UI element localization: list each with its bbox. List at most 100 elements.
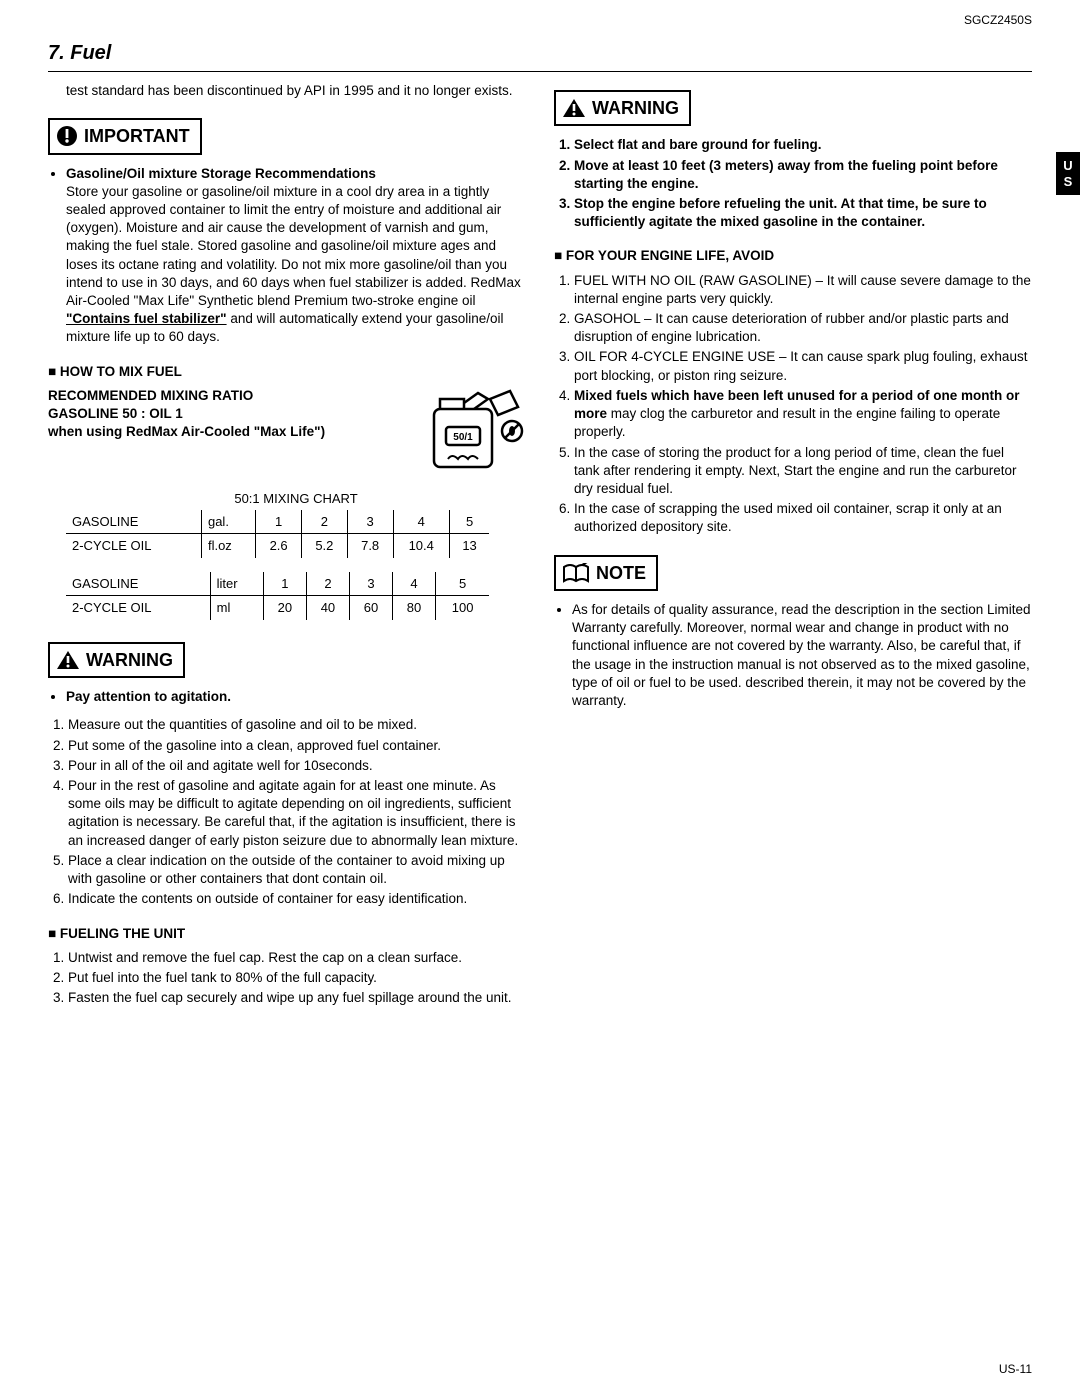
mixing-chart-us: 50:1 MIXING CHART GASOLINE gal. 1 2 3 4 … [66,490,526,558]
warning-label: WARNING [592,96,679,120]
table-row: 2-CYCLE OIL fl.oz 2.6 5.2 7.8 10.4 13 [66,534,489,558]
warning-triangle-icon [562,98,586,118]
avoid-steps: FUEL WITH NO OIL (RAW GASOLINE) – It wil… [554,272,1032,537]
how-to-mix-heading: HOW TO MIX FUEL [48,363,526,381]
warning-triangle-icon [56,650,80,670]
note-list: As for details of quality assurance, rea… [572,601,1032,710]
cell: ml [210,596,263,620]
cell: 5 [449,510,489,534]
mix-table-us: GASOLINE gal. 1 2 3 4 5 2-CYCLE OIL fl.o… [66,510,489,558]
step: Fasten the fuel cap securely and wipe up… [68,989,526,1007]
cell: 2-CYCLE OIL [66,596,210,620]
mixing-chart-metric: GASOLINE liter 1 2 3 4 5 2-CYCLE OIL ml … [66,572,526,620]
cell: liter [210,572,263,596]
step: Indicate the contents on outside of cont… [68,890,526,908]
table-row: 2-CYCLE OIL ml 20 40 60 80 100 [66,596,489,620]
agitation-title: Pay attention to agitation. [66,688,526,706]
mix-ratio-text: RECOMMENDED MIXING RATIO GASOLINE 50 : O… [48,387,398,442]
cell: 3 [349,572,392,596]
content-columns: test standard has been discontinued by A… [48,82,1032,1017]
chart-title: 50:1 MIXING CHART [66,490,526,508]
step: Select flat and bare ground for fueling. [574,136,1032,154]
cell: 80 [393,596,436,620]
cell: GASOLINE [66,510,201,534]
storage-item: Gasoline/Oil mixture Storage Recommendat… [66,165,526,347]
cell: 2.6 [256,534,302,558]
cell: 5.2 [301,534,347,558]
section-rule [48,71,1032,72]
agitation-list: Pay attention to agitation. [66,688,526,706]
side-tab: U S [1056,152,1080,195]
cell: GASOLINE [66,572,210,596]
step: Untwist and remove the fuel cap. Rest th… [68,949,526,967]
step: FUEL WITH NO OIL (RAW GASOLINE) – It wil… [574,272,1032,308]
storage-list: Gasoline/Oil mixture Storage Recommendat… [66,165,526,347]
step: Put fuel into the fuel tank to 80% of th… [68,969,526,987]
mix-icon-label: 50/1 [453,432,473,443]
storage-title: Gasoline/Oil mixture Storage Recommendat… [66,166,376,181]
step: Place a clear indication on the outside … [68,852,526,888]
mix-ratio-line: when using RedMax Air-Cooled "Max Life") [48,423,398,441]
page-number: US-11 [999,1361,1032,1377]
warning-callout: WARNING [554,90,691,126]
warning-steps: Select flat and bare ground for fueling.… [554,136,1032,231]
document-id: SGCZ2450S [964,12,1032,28]
table-row: GASOLINE liter 1 2 3 4 5 [66,572,489,596]
intro-text: test standard has been discontinued by A… [66,82,526,100]
warning-callout: WARNING [48,642,185,678]
note-callout: NOTE [554,555,658,591]
mix-ratio-row: RECOMMENDED MIXING RATIO GASOLINE 50 : O… [48,387,526,482]
cell: 4 [393,572,436,596]
important-callout: IMPORTANT [48,118,202,154]
step: Measure out the quantities of gasoline a… [68,716,526,734]
cell: 2 [301,510,347,534]
cell: 3 [347,510,393,534]
cell: fl.oz [201,534,255,558]
cell: 5 [436,572,490,596]
cell: 13 [449,534,489,558]
right-column: WARNING Select flat and bare ground for … [554,82,1032,1017]
cell: 2 [306,572,349,596]
cell: 1 [256,510,302,534]
fueling-heading: FUELING THE UNIT [48,925,526,943]
section-title: 7. Fuel [48,40,1032,67]
fueling-steps: Untwist and remove the fuel cap. Rest th… [48,949,526,1008]
fuel-can-icon: 50/1 [406,387,526,482]
exclamation-circle-icon [56,125,78,147]
page: SGCZ2450S U S 7. Fuel test standard has … [0,0,1080,1397]
cell: 7.8 [347,534,393,558]
cell: 2-CYCLE OIL [66,534,201,558]
avoid-heading: FOR YOUR ENGINE LIFE, AVOID [554,247,1032,265]
cell: 100 [436,596,490,620]
cell: 4 [393,510,449,534]
mix-table-metric: GASOLINE liter 1 2 3 4 5 2-CYCLE OIL ml … [66,572,489,620]
step: Mixed fuels which have been left unused … [574,387,1032,442]
note-label: NOTE [596,561,646,585]
cell: 60 [349,596,392,620]
step: OIL FOR 4-CYCLE ENGINE USE – It can caus… [574,348,1032,384]
side-tab-line: S [1056,174,1080,190]
table-row: GASOLINE gal. 1 2 3 4 5 [66,510,489,534]
mix-ratio-line: RECOMMENDED MIXING RATIO [48,387,398,405]
step: In the case of scrapping the used mixed … [574,500,1032,536]
cell: 10.4 [393,534,449,558]
important-label: IMPORTANT [84,124,190,148]
step: Put some of the gasoline into a clean, a… [68,737,526,755]
step: In the case of storing the product for a… [574,444,1032,499]
step: GASOHOL – It can cause deterioration of … [574,310,1032,346]
storage-body-underline: "Contains fuel stabilizer" [66,311,227,326]
step: Pour in the rest of gasoline and agitate… [68,777,526,850]
note-text: As for details of quality assurance, rea… [572,601,1032,710]
cell: 1 [263,572,306,596]
mix-ratio-line: GASOLINE 50 : OIL 1 [48,405,398,423]
cell: 20 [263,596,306,620]
cell: gal. [201,510,255,534]
side-tab-line: U [1056,158,1080,174]
cell: 40 [306,596,349,620]
step: Pour in all of the oil and agitate well … [68,757,526,775]
left-column: test standard has been discontinued by A… [48,82,526,1017]
book-note-icon [562,563,590,583]
storage-body-pre: Store your gasoline or gasoline/oil mixt… [66,184,521,308]
warning-label: WARNING [86,648,173,672]
step-rest: may clog the carburetor and result in th… [574,406,1000,439]
